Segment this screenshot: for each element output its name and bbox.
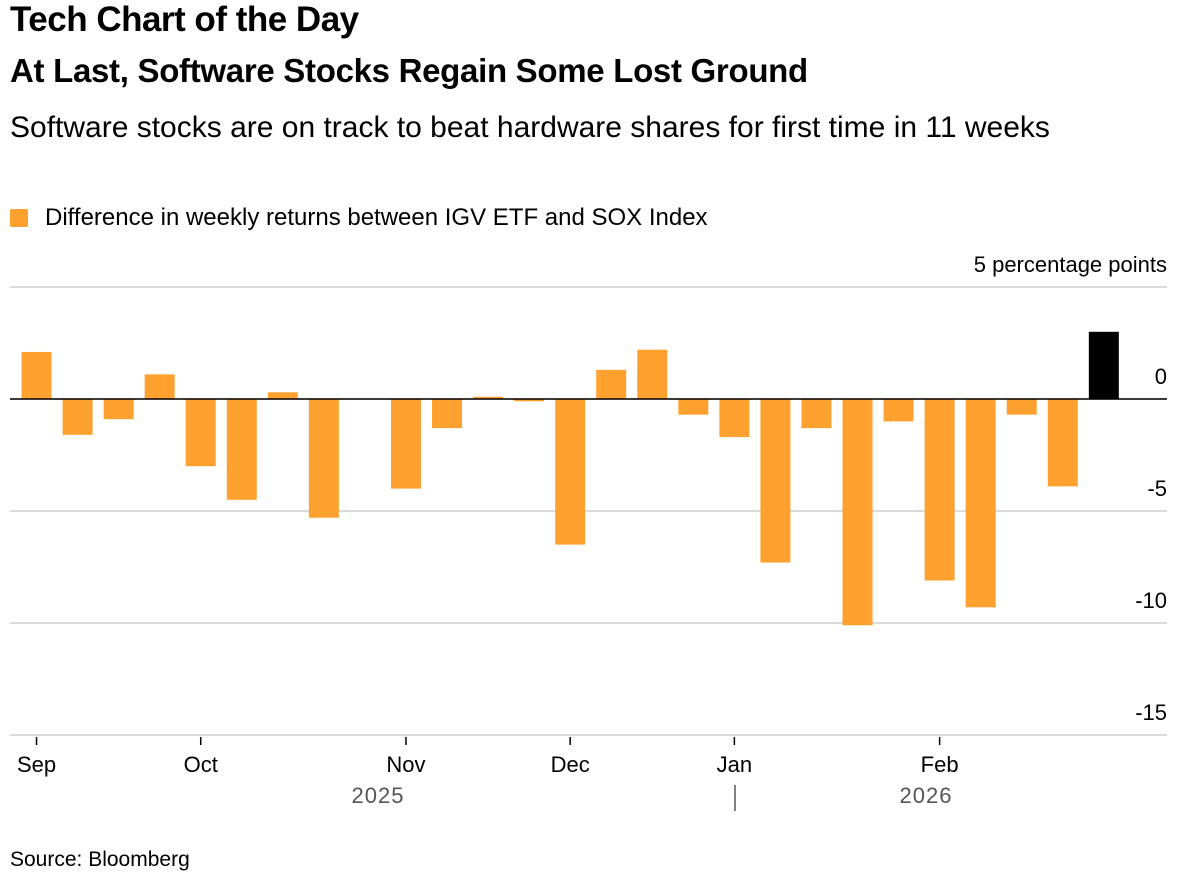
bar: [596, 369, 627, 399]
bar: [144, 374, 175, 399]
bar: [555, 399, 586, 545]
bar: [678, 399, 709, 415]
source: Source: Bloomberg: [10, 848, 190, 871]
x-tick-label: Dec: [551, 752, 590, 777]
bar: [226, 399, 257, 500]
bar: [924, 399, 955, 581]
bar: [842, 399, 873, 626]
legend-swatch: [10, 209, 28, 227]
bar: [185, 399, 216, 467]
y-tick-label: 0: [1155, 364, 1167, 389]
bar: [432, 399, 463, 429]
bar: [103, 399, 134, 420]
legend: Difference in weekly returns between IGV…: [10, 204, 708, 232]
y-tick-label: -15: [1135, 700, 1167, 725]
y-tick-label: -5: [1147, 476, 1167, 501]
title: Tech Chart of the Day: [10, 0, 359, 39]
subtitle: At Last, Software Stocks Regain Some Los…: [10, 52, 808, 89]
bar: [267, 392, 298, 399]
x-tick-label: Jan: [717, 752, 752, 777]
bar: [801, 399, 832, 429]
bar: [1006, 399, 1037, 415]
y-tick-label: 5 percentage points: [974, 252, 1167, 277]
bar: [760, 399, 791, 563]
x-tick-label: Feb: [921, 752, 959, 777]
year-label: 2026: [900, 783, 953, 808]
y-tick-label: -10: [1135, 588, 1167, 613]
bar: [390, 399, 421, 489]
bar: [1047, 399, 1078, 487]
bar: [308, 399, 339, 518]
bar: [62, 399, 93, 435]
x-tick-label: Oct: [184, 752, 218, 777]
legend-label: Difference in weekly returns between IGV…: [45, 204, 708, 231]
bar: [21, 351, 52, 399]
description: Software stocks are on track to beat har…: [10, 111, 1050, 144]
x-tick-label: Nov: [386, 752, 425, 777]
x-tick-label: Sep: [17, 752, 56, 777]
bar: [473, 396, 504, 399]
bar: [883, 399, 914, 422]
bar: [1088, 331, 1119, 399]
year-label: 2025: [352, 783, 405, 808]
bar: [965, 399, 996, 608]
bar: [637, 349, 668, 399]
bar: [719, 399, 750, 438]
bar: [514, 399, 545, 402]
